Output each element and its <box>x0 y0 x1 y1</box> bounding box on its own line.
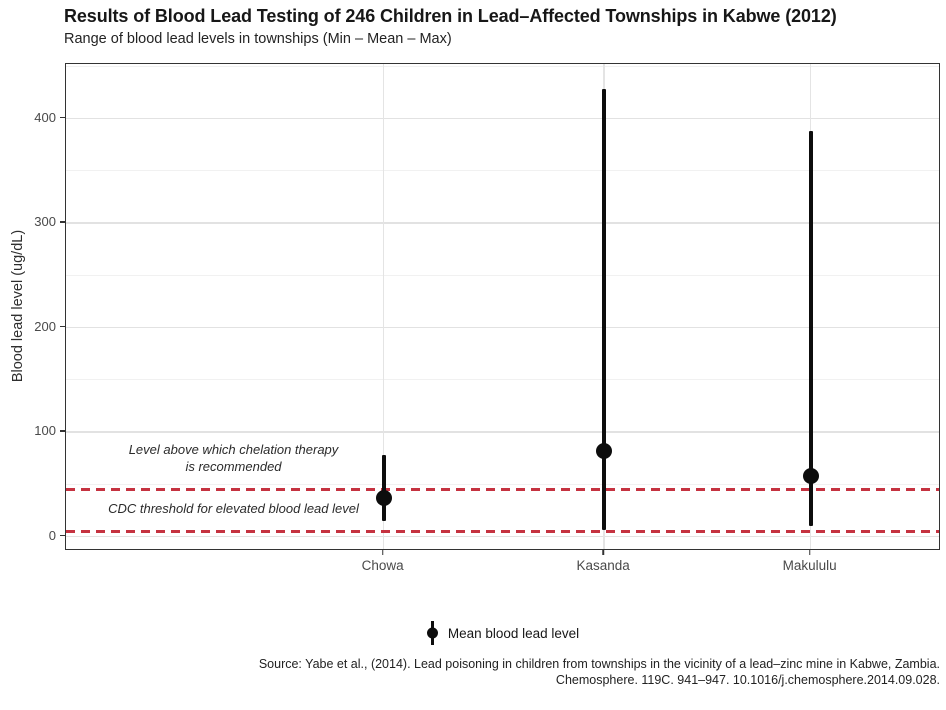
y-axis-title: Blood lead level (ug/dL) <box>10 229 26 383</box>
y-tick-label: 0 <box>48 527 56 543</box>
source-caption: Source: Yabe et al., (2014). Lead poison… <box>259 656 940 688</box>
gridline-minor <box>66 379 939 381</box>
legend-label: Mean blood lead level <box>447 625 580 641</box>
reference-line-label-line: is recommended <box>185 459 282 475</box>
reference-line <box>66 529 939 533</box>
y-tick-label: 400 <box>34 109 56 125</box>
gridline-minor <box>66 65 939 67</box>
x-tick-label: Chowa <box>361 558 404 573</box>
x-tick-mark <box>602 550 604 555</box>
y-tick-mark <box>60 325 65 328</box>
gridline-minor <box>66 483 939 485</box>
gridline-major <box>66 535 939 538</box>
gridline-major <box>66 431 939 433</box>
gridline-major <box>66 326 939 329</box>
reference-line-label: CDC threshold for elevated blood lead le… <box>76 500 391 517</box>
range-line-kasanda <box>602 89 607 531</box>
y-tick-label: 100 <box>34 423 56 439</box>
y-tick-mark <box>60 430 65 432</box>
x-tick-label: Kasanda <box>576 558 630 573</box>
x-tick-mark <box>381 550 384 555</box>
reference-line-label: Level above which chelation therapy is re… <box>76 441 391 475</box>
reference-line-label-line: Level above which chelation therapy <box>128 442 339 458</box>
gridline-minor <box>66 274 939 276</box>
gridline-vertical <box>382 64 385 549</box>
gridline-major <box>66 222 939 224</box>
plot-panel: Level above which chelation therapy is re… <box>65 63 940 550</box>
source-caption-line2: Chemosphere. 119C. 941–947. 10.1016/j.ch… <box>555 673 940 687</box>
gridline-major <box>66 117 939 120</box>
y-tick-mark <box>60 221 65 223</box>
chart-subtitle: Range of blood lead levels in townships … <box>64 31 452 47</box>
mean-dot-kasanda <box>596 442 613 459</box>
legend: Mean blood lead level <box>65 618 940 648</box>
y-tick-mark <box>60 534 65 537</box>
range-line-chowa <box>381 454 386 521</box>
range-line-makululu <box>808 130 813 526</box>
gridline-minor <box>66 170 939 172</box>
y-tick-label: 300 <box>34 214 56 230</box>
reference-line <box>66 487 939 491</box>
mean-dot-makululu <box>802 467 819 484</box>
x-tick-mark <box>808 550 811 555</box>
pointrange-legend-glyph <box>426 621 438 645</box>
reference-line-label-line: CDC threshold for elevated blood lead le… <box>108 501 359 517</box>
y-tick-mark <box>60 116 65 119</box>
source-caption-line1: Source: Yabe et al., (2014). Lead poison… <box>258 657 940 671</box>
y-tick-label: 200 <box>34 318 56 334</box>
mean-dot-chowa <box>375 489 392 506</box>
x-tick-label: Makululu <box>782 558 837 573</box>
chart-title: Results of Blood Lead Testing of 246 Chi… <box>64 6 837 26</box>
